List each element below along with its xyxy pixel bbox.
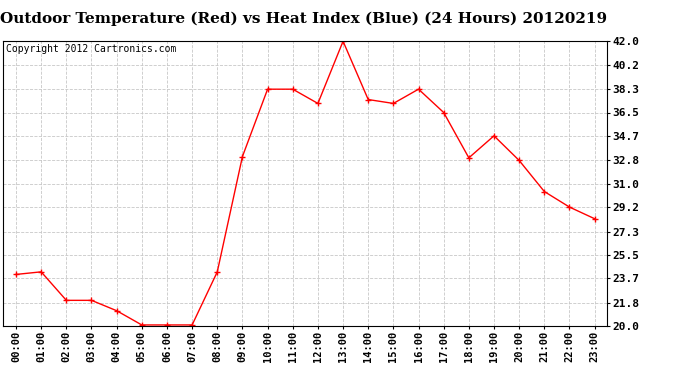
- Text: Outdoor Temperature (Red) vs Heat Index (Blue) (24 Hours) 20120219: Outdoor Temperature (Red) vs Heat Index …: [0, 11, 607, 26]
- Text: Copyright 2012 Cartronics.com: Copyright 2012 Cartronics.com: [6, 44, 177, 54]
